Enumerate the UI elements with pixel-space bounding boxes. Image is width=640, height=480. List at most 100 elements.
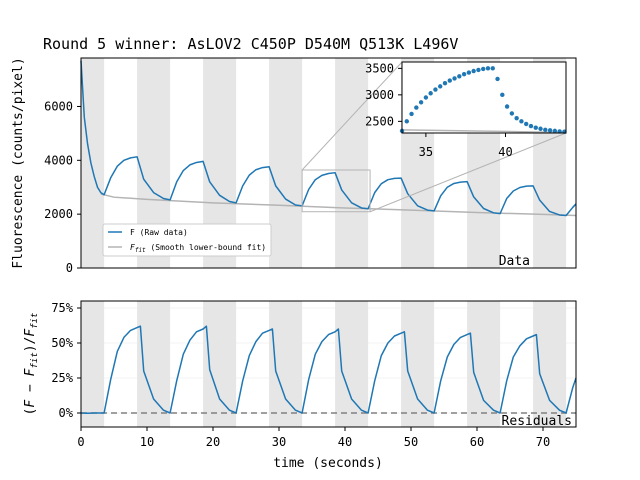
bottom-shade-3: [269, 301, 303, 427]
bottom-x-tick-label-1: 10: [140, 435, 154, 449]
ylabel-fit-sub: fit: [30, 352, 40, 368]
inset-point-18: [485, 66, 491, 71]
inset-point-7: [433, 87, 438, 92]
inset-x-tick-label-1: 40: [498, 145, 512, 159]
inset-point-13: [461, 71, 467, 77]
bottom-shade-5: [401, 301, 435, 427]
bottom-shaded-intervals: [81, 301, 567, 427]
inset-point-14: [466, 70, 472, 75]
inset-point-8: [438, 84, 443, 89]
inset-point-2: [409, 111, 414, 117]
inset-point-24: [514, 115, 519, 121]
bottom-x-axis-label: time (seconds): [273, 456, 383, 471]
top-series: [80, 60, 577, 217]
bottom-shade-4: [335, 301, 369, 427]
inset-zoom-indicator: [301, 61, 567, 213]
bottom-y-tick-label-1: 25%: [51, 371, 73, 385]
bottom-shade-2: [203, 301, 237, 427]
inset-point-15: [471, 68, 476, 74]
bottom-axes-frame: [80, 300, 577, 428]
inset-point-31: [547, 128, 553, 133]
inset-point-23: [509, 111, 515, 116]
bottom-y-tick-label-3: 75%: [51, 301, 73, 315]
legend-label-fit: Ffit (Smooth lower-bound fit): [130, 243, 266, 254]
series-line-raw: [80, 60, 577, 217]
inset-point-6: [428, 91, 433, 96]
inset-point-10: [447, 78, 452, 83]
top-shade-3: [269, 58, 303, 268]
ylabel-div: )/: [23, 337, 38, 353]
top-y-tick-label-2: 4000: [44, 153, 73, 167]
inset-ticks: 2500 3000 3500 35 40: [365, 61, 513, 159]
top-y-tick-label-1: 2000: [44, 207, 73, 221]
ylabel-F2: F: [23, 367, 38, 376]
legend: F (Raw data) Ffit (Smooth lower-bound fi…: [102, 223, 272, 257]
inset-y-tick-label-2: 3500: [365, 61, 394, 75]
inset-point-5: [423, 95, 429, 100]
legend-box: [102, 223, 272, 257]
inset-point-16: [476, 67, 481, 73]
bottom-x-tick-label-7: 70: [536, 435, 550, 449]
bottom-series: [80, 325, 577, 415]
inset-point-20: [495, 76, 500, 82]
inset-point-9: [442, 80, 448, 86]
inset-point-17: [481, 66, 486, 72]
legend-fit-suffix: (Smooth lower-bound fit): [146, 243, 266, 252]
bottom-x-tick-label-3: 30: [272, 435, 286, 449]
top-axes-frame: [80, 57, 577, 269]
inset-point-4: [418, 100, 424, 105]
bottom-x-tick-label-2: 20: [206, 435, 220, 449]
inset-point-12: [457, 74, 462, 79]
inset-point-1: [404, 119, 409, 124]
bottom-x-tick-label-0: 0: [77, 435, 84, 449]
top-panel: 0 2000 4000 6000 Fluorescence (counts/pixel…: [11, 57, 577, 275]
bottom-shade-6: [467, 301, 501, 427]
inset-point-22: [504, 104, 510, 109]
bottom-x-ticks: 0 10 20 30 40 50 60 70: [77, 427, 550, 449]
top-shade-0: [81, 58, 105, 268]
bottom-x-tick-label-6: 60: [470, 435, 484, 449]
ylabel-fit-sub2: fit: [30, 313, 40, 329]
top-y-axis-label: Fluorescence (counts/pixel): [11, 57, 26, 268]
inset-series: [399, 66, 567, 134]
inset-point-29: [538, 126, 543, 131]
inset-point-30: [543, 127, 548, 133]
legend-fit-sub: fit: [135, 247, 146, 254]
inset-point-25: [519, 119, 524, 124]
bottom-x-tick-label-5: 50: [404, 435, 418, 449]
bottom-y-tick-label-2: 50%: [51, 336, 73, 350]
bottom-shade-1: [137, 301, 171, 427]
top-y-ticks: 0 2000 4000 6000: [44, 99, 81, 275]
chart-title: Round 5 winner: AsLOV2 C450P D540M Q513K…: [43, 35, 458, 53]
top-annotation: Data: [499, 254, 530, 269]
inset-y-tick-label-0: 2500: [365, 114, 394, 128]
inset-point-28: [533, 125, 538, 130]
top-shade-4: [335, 58, 369, 268]
inset-point-11: [452, 76, 457, 81]
inset-point-32: [552, 128, 558, 134]
inset-background: [402, 62, 566, 133]
inset-point-19: [490, 66, 495, 71]
zoom-connector-1: [301, 61, 403, 171]
legend-fit-prefix: F: [130, 243, 135, 252]
bottom-y-ticks: 0% 25% 50% 75%: [51, 301, 81, 420]
inset-x-tick-label-0: 35: [419, 145, 433, 159]
bottom-grid: [80, 301, 576, 427]
inset-axes-frame: [401, 61, 567, 134]
top-y-tick-label-0: 0: [66, 261, 73, 275]
bottom-y-axis-label: (F − Ffit)/Ffit: [23, 313, 40, 416]
bottom-shade-7: [533, 301, 567, 427]
inset-point-27: [528, 123, 534, 129]
inset-y-tick-label-1: 3000: [365, 88, 394, 102]
inset-point-21: [500, 92, 505, 98]
inset-point-26: [523, 121, 529, 127]
zoom-box: [301, 169, 371, 213]
bottom-panel: 0% 25% 50% 75% 0 10 20 30 40 50 60 70 (F − Ffit)/F…: [23, 300, 577, 471]
ylabel-F3: F: [23, 328, 38, 337]
series-line-residual: [80, 325, 577, 415]
bottom-y-tick-label-0: 0%: [59, 406, 74, 420]
zoom-connector-2: [369, 132, 567, 213]
inset-panel: 2500 3000 3500 35 40: [365, 61, 567, 159]
inset-point-3: [414, 105, 419, 110]
bottom-shade-0: [81, 301, 105, 427]
